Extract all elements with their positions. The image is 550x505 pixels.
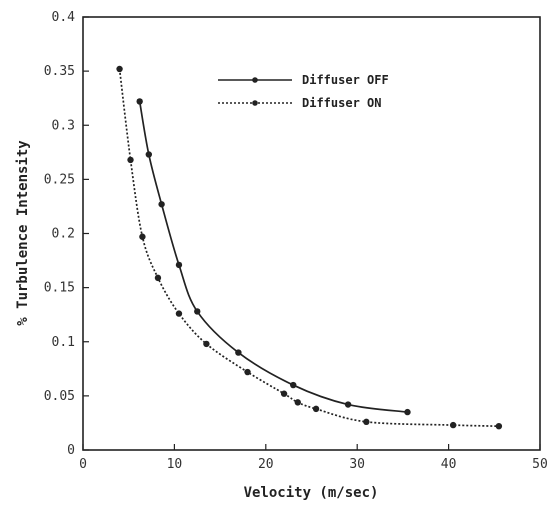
data-point-diffuser-on: [495, 422, 503, 430]
x-tick-label: 20: [258, 457, 274, 472]
data-point-diffuser-on: [203, 340, 210, 348]
y-axis: 0 0.05 0.1 0.15 0.2 0.25 0.3 0.35 0.4: [44, 10, 89, 458]
data-point-diffuser-on: [244, 368, 251, 376]
legend-label-diffuser-off: Diffuser OFF: [302, 73, 389, 87]
data-point-diffuser-off: [136, 98, 143, 105]
data-point-diffuser-off: [235, 349, 242, 356]
x-axis-title: Velocity (m/sec): [244, 485, 379, 501]
data-point-diffuser-on: [175, 310, 183, 317]
data-point-diffuser-off: [344, 401, 352, 408]
data-point-diffuser-off: [290, 381, 297, 389]
data-point-diffuser-off: [175, 261, 183, 269]
y-tick-label: 0.3: [52, 118, 75, 133]
data-point-diffuser-off: [158, 201, 165, 208]
data-point-diffuser-on: [449, 421, 457, 429]
data-point-diffuser-on: [363, 418, 370, 426]
data-point-diffuser-on: [139, 233, 146, 240]
y-tick-label: 0.4: [52, 10, 76, 25]
legend-marker-diffuser-on: [252, 100, 258, 106]
y-tick-label: 0.35: [44, 64, 75, 79]
y-tick-label: 0: [67, 443, 75, 458]
x-tick-label: 30: [349, 457, 365, 472]
legend-marker-diffuser-off: [252, 77, 258, 83]
data-point-diffuser-on: [127, 156, 134, 164]
legend-label-diffuser-on: Diffuser ON: [302, 96, 381, 110]
series-layer: [116, 65, 503, 430]
data-point-diffuser-on: [280, 390, 288, 397]
legend: Diffuser OFF Diffuser ON: [218, 73, 389, 110]
y-tick-label: 0.2: [52, 227, 75, 242]
x-tick-label: 50: [532, 457, 548, 472]
y-tick-label: 0.1: [52, 335, 75, 350]
x-tick-label: 40: [441, 457, 457, 472]
plot-frame: [82, 16, 541, 451]
y-tick-label: 0.15: [44, 281, 75, 296]
data-point-diffuser-on: [154, 274, 162, 282]
x-tick-label: 0: [79, 457, 87, 472]
x-tick-label: 10: [167, 457, 183, 472]
data-point-diffuser-off: [194, 308, 201, 315]
data-point-diffuser-off: [145, 151, 153, 158]
x-axis: 0 10 20 30 40 50: [79, 444, 548, 472]
y-tick-label: 0.05: [44, 389, 75, 404]
data-point-diffuser-on: [116, 65, 123, 73]
y-axis-title: % Turbulence Intensity: [15, 140, 31, 326]
y-tick-label: 0.25: [44, 172, 75, 187]
data-point-diffuser-off: [404, 408, 411, 416]
data-point-diffuser-on: [294, 399, 301, 406]
data-point-diffuser-on: [312, 405, 320, 413]
